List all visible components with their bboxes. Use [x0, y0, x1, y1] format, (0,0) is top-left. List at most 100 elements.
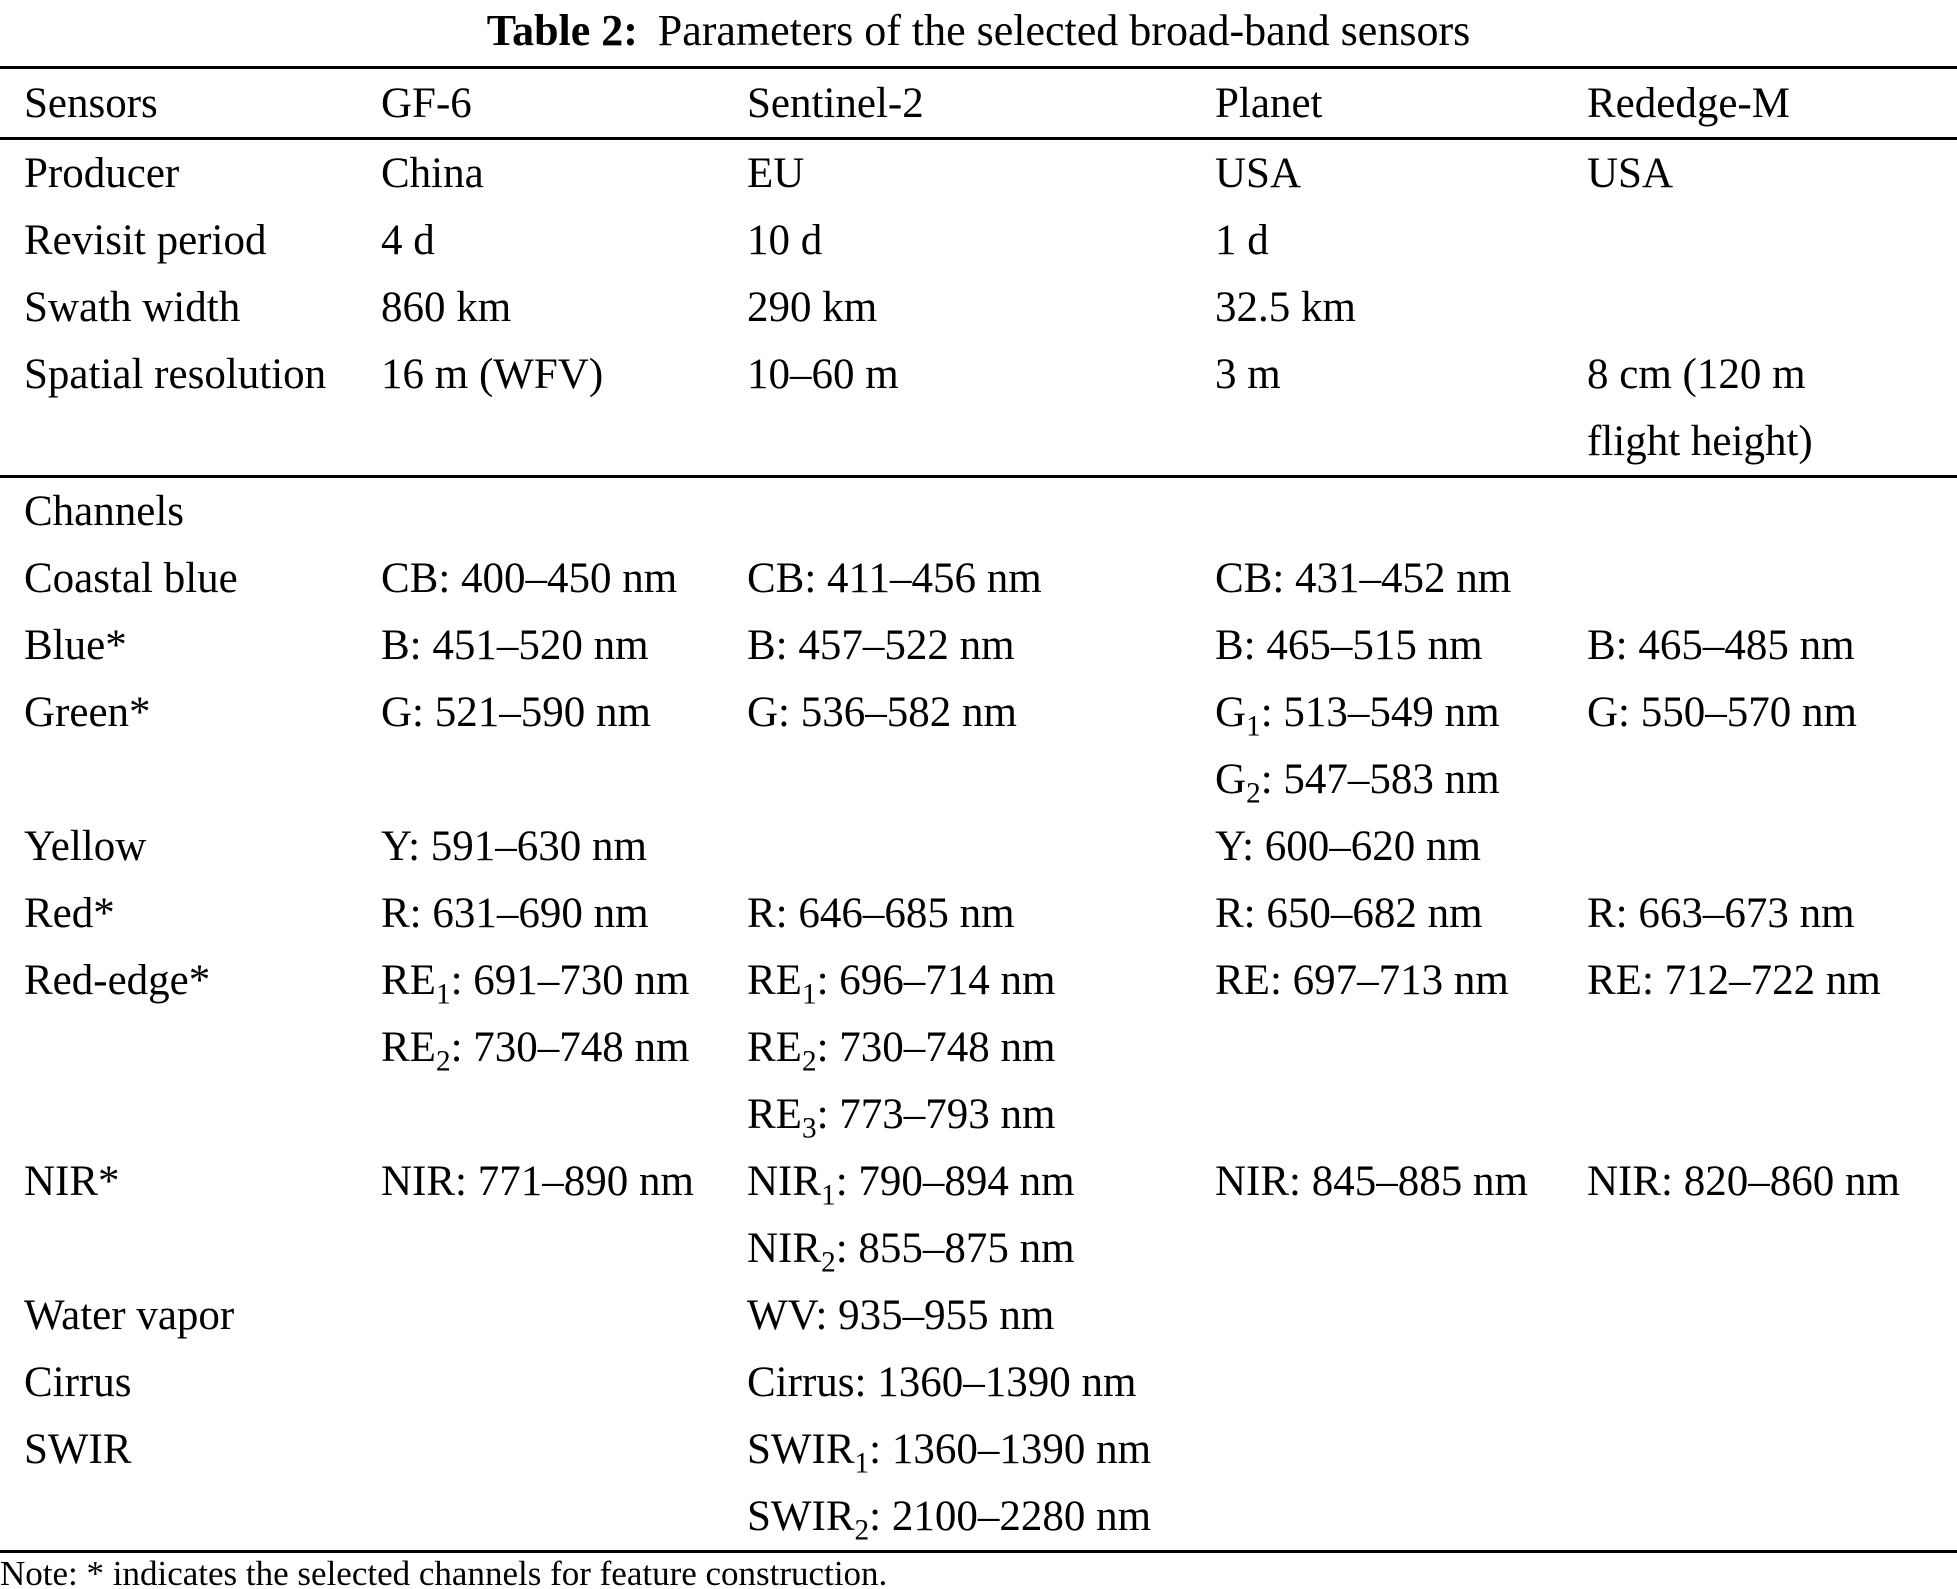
table-caption: Table 2: Parameters of the selected broad…: [0, 0, 1957, 62]
row-label-cell: Cirrus: [0, 1349, 357, 1416]
table-row: Yellow Y: 591–630 nm Y: 600–620 nm: [0, 813, 1957, 880]
row-label-cell: Water vapor: [0, 1282, 357, 1349]
row-label-cell: Swath width: [0, 274, 357, 341]
value-cell: SWIR1: 1360–1390 nm SWIR2: 2100–2280 nm: [723, 1416, 1191, 1553]
value-cell: [1191, 1416, 1563, 1553]
value-cell: 16 m (WFV): [357, 341, 723, 478]
value-cell: 10–60 m: [723, 341, 1191, 478]
table-row: Red-edge* RE1: 691–730 nm RE2: 730–748 nm R…: [0, 947, 1957, 1148]
value-cell: NIR: 845–885 nm: [1191, 1148, 1563, 1282]
table-row: NIR* NIR: 771–890 nm NIR1: 790–894 nm NIR2:…: [0, 1148, 1957, 1282]
value-cell: [357, 477, 723, 546]
value-cell: 10 d: [723, 207, 1191, 274]
value-cell: [1191, 1349, 1563, 1416]
cell-line: Y: 600–620 nm: [1215, 823, 1481, 870]
value-cell: R: 631–690 nm: [357, 880, 723, 947]
value-cell: China: [357, 139, 723, 208]
cell-line: CB: 400–450 nm: [381, 555, 678, 602]
cell-line: NIR: 820–860 nm: [1587, 1158, 1900, 1205]
value-cell: [1563, 813, 1957, 880]
header-cell-sensors: Sensors: [0, 67, 357, 140]
value-cell: [357, 1416, 723, 1553]
row-label-cell: Coastal blue: [0, 545, 357, 612]
row-label-cell: Revisit period: [0, 207, 357, 274]
row-label-cell: Yellow: [0, 813, 357, 880]
cell-line: WV: 935–955 nm: [747, 1292, 1055, 1339]
cell-line: G: 550–570 nm: [1587, 689, 1857, 736]
cell-line: Green*: [24, 689, 151, 736]
table-row: Water vapor WV: 935–955 nm: [0, 1282, 1957, 1349]
sensor-parameters-table: Sensors GF-6 Sentinel-2 Planet Rededge-M…: [0, 66, 1957, 1553]
cell-line: RE2: 730–748 nm: [747, 1024, 1056, 1078]
cell-line: R: 646–685 nm: [747, 890, 1015, 937]
header-cell-planet: Planet: [1191, 67, 1563, 140]
cell-line: USA: [1215, 150, 1302, 197]
row-label-cell: NIR*: [0, 1148, 357, 1282]
value-cell: CB: 431–452 nm: [1191, 545, 1563, 612]
value-cell: B: 457–522 nm: [723, 612, 1191, 679]
value-cell: NIR1: 790–894 nm NIR2: 855–875 nm: [723, 1148, 1191, 1282]
table-caption-text: Parameters of the selected broad-band se…: [657, 6, 1471, 55]
row-label-cell: Producer: [0, 139, 357, 208]
table-row: Coastal blue CB: 400–450 nm CB: 411–456 nm…: [0, 545, 1957, 612]
cell-line: RE1: 696–714 nm: [747, 957, 1056, 1011]
value-cell: 8 cm (120 m flight height): [1563, 341, 1957, 478]
cell-line: R: 631–690 nm: [381, 890, 649, 937]
cell-line: 3 m: [1215, 351, 1281, 398]
row-label-cell: SWIR: [0, 1416, 357, 1553]
cell-line: Yellow: [24, 823, 147, 870]
row-label-cell: Red-edge*: [0, 947, 357, 1148]
value-cell: 1 d: [1191, 207, 1563, 274]
cell-line: R: 650–682 nm: [1215, 890, 1483, 937]
cell-line: Water vapor: [24, 1292, 235, 1339]
header-row: Sensors GF-6 Sentinel-2 Planet Rededge-M: [0, 67, 1957, 140]
table-body: Producer China EU USA USA Revisit period 4 d 10…: [0, 139, 1957, 1553]
value-cell: [723, 477, 1191, 546]
cell-line: NIR: 845–885 nm: [1215, 1158, 1528, 1205]
row-label-cell: Blue*: [0, 612, 357, 679]
table-row: Blue* B: 451–520 nm B: 457–522 nm B: 465–51…: [0, 612, 1957, 679]
cell-line: Cirrus: [24, 1359, 132, 1406]
cell-line: Spatial resolution: [24, 351, 327, 398]
cell-line: Red-edge*: [24, 957, 211, 1004]
value-cell: CB: 400–450 nm: [357, 545, 723, 612]
row-label-cell: Green*: [0, 679, 357, 813]
table-row: Swath width 860 km 290 km 32.5 km: [0, 274, 1957, 341]
value-cell: [723, 813, 1191, 880]
value-cell: [1563, 274, 1957, 341]
value-cell: [1191, 1282, 1563, 1349]
table-row: SWIR SWIR1: 1360–1390 nm SWIR2: 2100–2280 …: [0, 1416, 1957, 1553]
value-cell: [1563, 477, 1957, 546]
cell-line: SWIR1: 1360–1390 nm: [747, 1426, 1152, 1480]
value-cell: [1563, 207, 1957, 274]
cell-line: 290 km: [747, 284, 878, 331]
value-cell: 3 m: [1191, 341, 1563, 478]
cell-line: RE: 712–722 nm: [1587, 957, 1881, 1004]
row-label-cell: Spatial resolution: [0, 341, 357, 478]
value-cell: [357, 1349, 723, 1416]
table-row: Red* R: 631–690 nm R: 646–685 nm R: 650–682…: [0, 880, 1957, 947]
table-caption-label: Table 2:: [486, 6, 638, 55]
value-cell: G: 521–590 nm: [357, 679, 723, 813]
table-header: Sensors GF-6 Sentinel-2 Planet Rededge-M: [0, 67, 1957, 140]
value-cell: [1191, 477, 1563, 546]
value-cell: CB: 411–456 nm: [723, 545, 1191, 612]
cell-line: G: 521–590 nm: [381, 689, 651, 736]
cell-line: 1 d: [1215, 217, 1269, 264]
cell-line: 10–60 m: [747, 351, 899, 398]
cell-line: B: 465–515 nm: [1215, 622, 1483, 669]
value-cell: WV: 935–955 nm: [723, 1282, 1191, 1349]
row-label-cell: Channels: [0, 477, 357, 546]
cell-line: Producer: [24, 150, 180, 197]
value-cell: NIR: 820–860 nm: [1563, 1148, 1957, 1282]
cell-line: China: [381, 150, 484, 197]
value-cell: [1563, 1349, 1957, 1416]
cell-line: RE1: 691–730 nm: [381, 957, 690, 1011]
cell-line: Channels: [24, 488, 185, 535]
cell-line: 8 cm (120 m: [1587, 351, 1806, 398]
value-cell: RE: 697–713 nm: [1191, 947, 1563, 1148]
value-cell: 4 d: [357, 207, 723, 274]
cell-line: NIR2: 855–875 nm: [747, 1225, 1075, 1279]
value-cell: [357, 1282, 723, 1349]
